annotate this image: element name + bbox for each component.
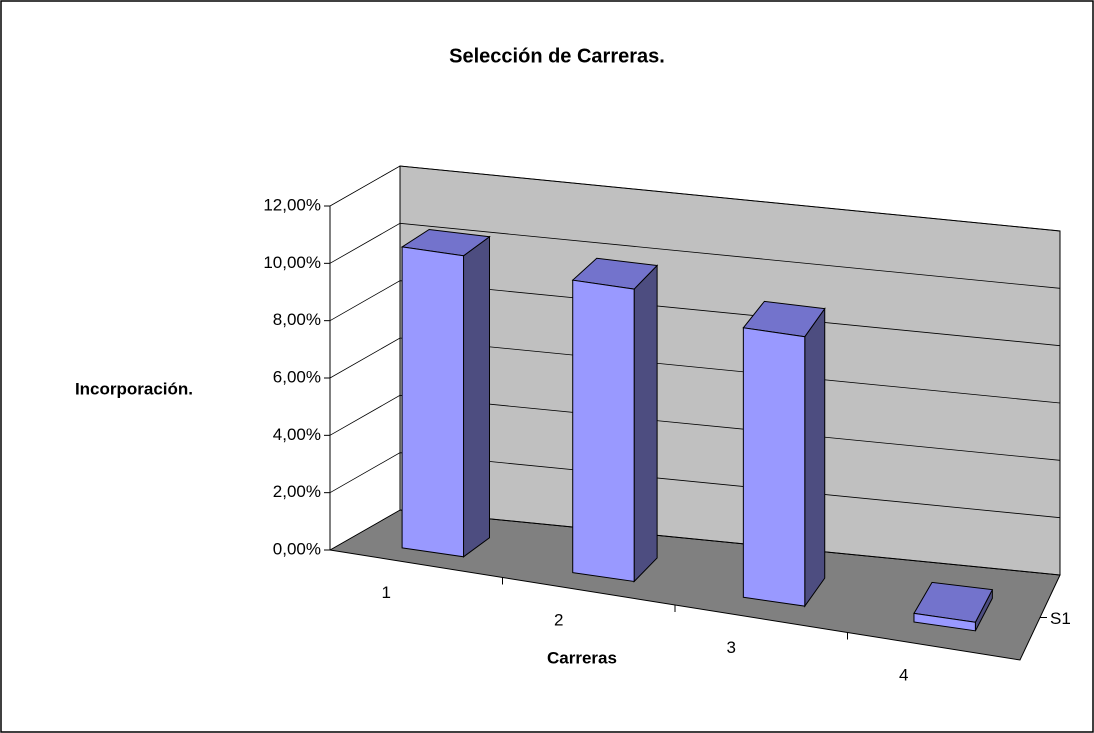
y-tick-label: 12,00% (263, 195, 321, 214)
grid-line (329, 337, 1061, 404)
y-tick-label: 10,00% (263, 253, 321, 272)
grid-line (329, 394, 1061, 461)
bar (401, 246, 465, 558)
grid-line (329, 452, 1061, 519)
bar (742, 327, 806, 607)
grid-line (329, 509, 1061, 576)
grid-line (329, 165, 1061, 232)
series-label: S1 (1050, 609, 1071, 628)
bar (913, 612, 976, 632)
grid-line (329, 222, 1061, 289)
y-axis-label: Incorporación. (75, 379, 193, 398)
x-tick-label: 4 (899, 666, 908, 685)
x-axis-label: Carreras (547, 648, 617, 667)
bar-side (633, 264, 658, 583)
grid-line (329, 280, 1061, 347)
y-tick-label: 8,00% (273, 310, 321, 329)
x-tick-label: 2 (554, 611, 563, 630)
x-tick-label: 3 (727, 638, 736, 657)
bar-side (804, 307, 826, 608)
bar (572, 279, 635, 583)
bar-side (463, 235, 490, 558)
x-tick-label: 1 (382, 583, 391, 602)
chart-title: Selección de Carreras. (449, 45, 665, 67)
y-tick-label: 6,00% (273, 367, 321, 386)
y-tick-label: 4,00% (273, 425, 321, 444)
y-tick-label: 0,00% (273, 539, 321, 558)
y-tick-label: 2,00% (273, 482, 321, 501)
